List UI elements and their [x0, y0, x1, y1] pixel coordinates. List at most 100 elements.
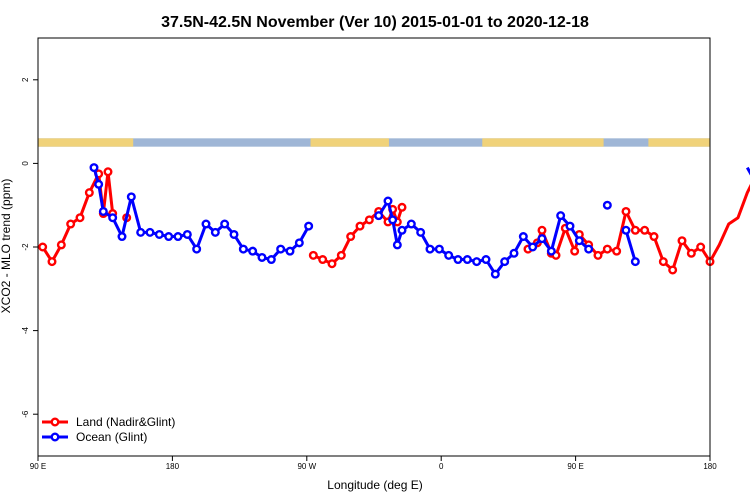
data-point	[677, 236, 687, 246]
data-point	[584, 244, 594, 254]
data-point	[546, 246, 556, 256]
data-point	[392, 240, 402, 250]
x-tick-label: 90 E	[30, 462, 46, 471]
data-point	[294, 238, 304, 248]
data-point	[565, 221, 575, 231]
data-point	[593, 250, 603, 260]
data-point	[397, 202, 407, 212]
series-line	[312, 206, 404, 266]
x-tick-label: 180	[703, 462, 717, 471]
series-1	[89, 163, 750, 279]
data-point	[285, 246, 295, 256]
y-axis-label: XCO2 - MLO trend (ppm)	[0, 179, 13, 314]
data-point	[570, 246, 580, 256]
data-point	[500, 257, 510, 267]
land-band-segment	[38, 138, 134, 147]
data-point	[346, 232, 356, 242]
data-point	[38, 242, 48, 252]
data-point	[182, 229, 192, 239]
series-line	[527, 183, 750, 272]
series-line	[92, 167, 311, 261]
legend-label: Ocean (Glint)	[76, 430, 147, 444]
x-axis: 90 E 180 90 W 0 90 E 180	[30, 456, 717, 471]
data-point	[649, 232, 659, 242]
series-layer	[38, 163, 750, 279]
data-point	[640, 225, 650, 235]
y-tick-label: -6	[21, 410, 30, 418]
data-point	[108, 213, 118, 223]
legend-marker	[50, 432, 60, 442]
data-point	[304, 221, 314, 231]
data-point	[397, 225, 407, 235]
data-point	[537, 234, 547, 244]
y-tick-label: 0	[21, 161, 30, 166]
data-point	[383, 196, 393, 206]
data-point	[89, 163, 99, 173]
data-point	[472, 257, 482, 267]
x-tick-label: 90 W	[297, 462, 316, 471]
data-point	[462, 255, 472, 265]
land-band-segment	[482, 138, 604, 147]
y-axis: 2 0 -2 -4 -6	[21, 77, 38, 418]
data-point	[434, 244, 444, 254]
data-point	[630, 225, 640, 235]
data-point	[257, 252, 267, 262]
land-ocean-band	[38, 138, 710, 147]
x-tick-label: 90 E	[567, 462, 583, 471]
data-point	[416, 227, 426, 237]
data-point	[374, 211, 384, 221]
series-line	[41, 170, 115, 264]
data-point	[94, 179, 104, 189]
x-axis-label: Longitude (deg E)	[327, 478, 422, 492]
data-point	[173, 232, 183, 242]
data-point	[98, 206, 108, 216]
data-point	[56, 240, 66, 250]
data-point	[192, 244, 202, 254]
data-point	[103, 167, 113, 177]
data-point	[136, 227, 146, 237]
data-point	[630, 257, 640, 267]
data-point	[248, 246, 258, 256]
data-point	[425, 244, 435, 254]
data-point	[453, 255, 463, 265]
data-point	[509, 248, 519, 258]
data-point	[210, 227, 220, 237]
legend-label: Land (Nadir&Glint)	[76, 415, 175, 429]
data-point	[308, 250, 318, 260]
y-tick-label: -2	[21, 243, 30, 251]
data-point	[84, 188, 94, 198]
data-point	[556, 211, 566, 221]
data-point	[602, 200, 612, 210]
data-point	[276, 244, 286, 254]
series-line	[624, 229, 637, 263]
data-point	[336, 250, 346, 260]
y-tick-label: 2	[21, 77, 30, 82]
data-point	[266, 255, 276, 265]
data-point	[518, 232, 528, 242]
data-point	[528, 242, 538, 252]
data-point	[621, 225, 631, 235]
data-point	[490, 269, 500, 279]
land-band-segment	[310, 138, 389, 147]
data-point	[574, 236, 584, 246]
data-point	[47, 257, 57, 267]
data-point	[355, 221, 365, 231]
data-point	[145, 227, 155, 237]
data-point	[327, 259, 337, 269]
data-point	[201, 219, 211, 229]
data-point	[75, 213, 85, 223]
data-point	[658, 257, 668, 267]
data-point	[388, 215, 398, 225]
data-point	[686, 248, 696, 258]
data-point	[481, 255, 491, 265]
data-point	[537, 225, 547, 235]
data-point	[126, 192, 136, 202]
data-point	[696, 242, 706, 252]
data-point	[668, 265, 678, 275]
legend-item: Land (Nadir&Glint)	[42, 415, 175, 429]
data-point	[364, 215, 374, 225]
data-point	[318, 255, 328, 265]
data-point	[164, 232, 174, 242]
legend: Land (Nadir&Glint)Ocean (Glint)	[42, 415, 175, 444]
